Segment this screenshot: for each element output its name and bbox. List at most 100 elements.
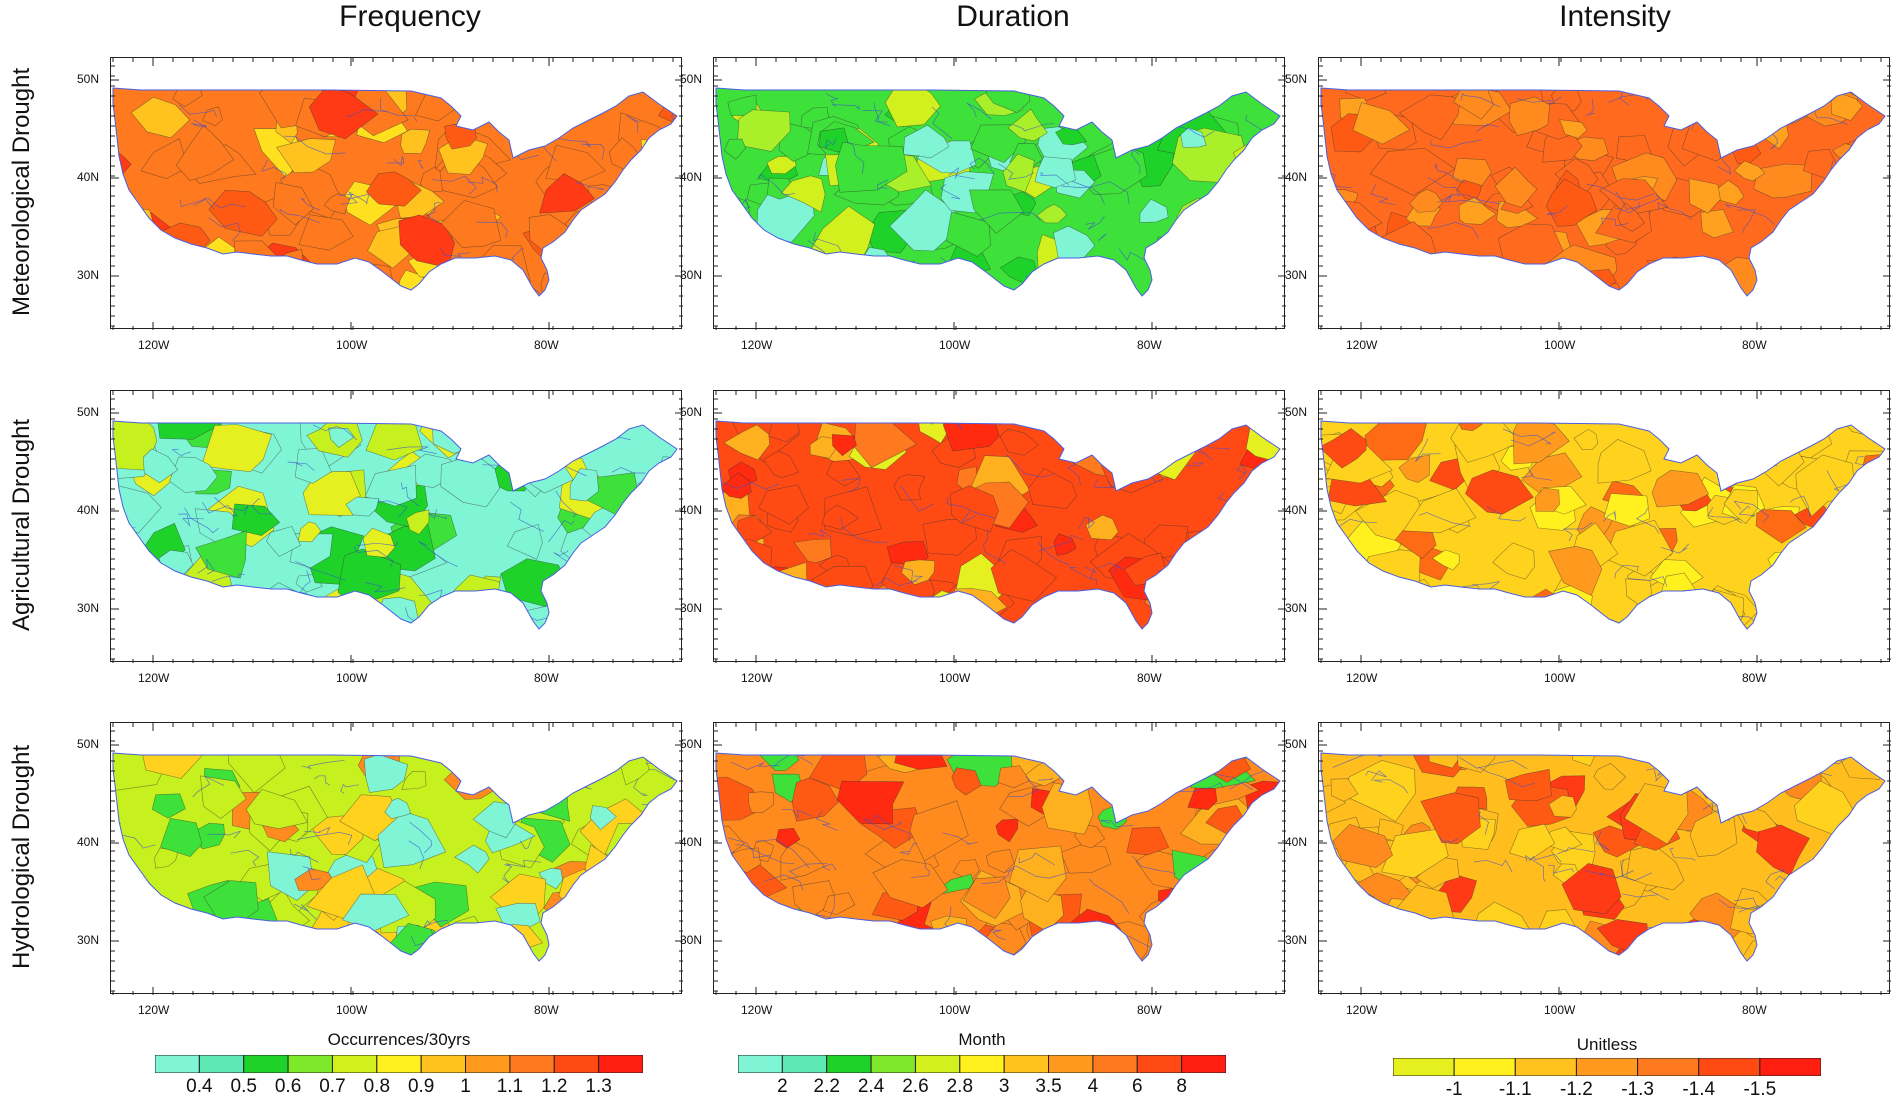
river-line <box>1790 495 1811 518</box>
river-line <box>644 825 677 833</box>
river-line <box>1690 261 1709 270</box>
river-line <box>727 955 756 961</box>
river-line <box>1321 881 1356 909</box>
basin-region <box>903 124 950 159</box>
basin-region <box>1330 778 1359 802</box>
basin-region <box>308 88 379 140</box>
basin-region <box>1773 578 1800 599</box>
basin-region <box>716 551 746 590</box>
river-line <box>634 872 677 884</box>
river-line <box>192 775 225 798</box>
basin-region <box>762 450 800 479</box>
basin-region <box>1350 910 1421 961</box>
basin-region <box>231 503 281 536</box>
colorbar-tick-label: 2 <box>777 1076 788 1097</box>
river-line <box>1244 516 1264 532</box>
lat-tick-label: 50N <box>1285 737 1308 751</box>
basin-region <box>1492 542 1535 580</box>
river-line <box>639 622 677 629</box>
basin-region <box>613 853 677 905</box>
lat-tick-label: 40N <box>77 503 100 517</box>
river-line <box>1806 949 1827 961</box>
river-line <box>580 143 605 160</box>
colorbar-swatch <box>1637 1058 1700 1076</box>
river-line <box>1355 902 1378 914</box>
basin-region <box>1171 590 1207 615</box>
basin-region <box>1245 183 1280 218</box>
basin-region <box>1720 88 1776 115</box>
basin-region <box>1250 181 1280 216</box>
river-line <box>230 849 260 867</box>
colorbar-swatch <box>509 1055 555 1073</box>
river-line <box>1100 820 1134 827</box>
basin-region <box>1840 281 1885 296</box>
colorbar-tick-label: 0.4 <box>186 1076 213 1097</box>
basin-region <box>428 607 456 629</box>
basin-region <box>1085 921 1151 961</box>
river-line <box>382 289 401 296</box>
river-line <box>1793 560 1805 568</box>
map-panel-2-1: 50N 40N 30N 120W 100W 80W <box>680 722 1286 1017</box>
colorbar-tick-label: -1.5 <box>1743 1079 1777 1100</box>
lat-tick-label: 30N <box>77 601 100 615</box>
basin-region <box>1200 906 1258 961</box>
colorbar-1 <box>738 1055 1226 1073</box>
basin-region <box>440 453 500 508</box>
basin-region <box>113 555 152 585</box>
basin-region <box>783 269 863 296</box>
river-line <box>611 467 646 474</box>
colorbar-labels-1: 2 2.2 2.4 2.6 2.8 3 3.5 4 6 8 <box>738 1076 1226 1100</box>
river-line <box>807 529 834 539</box>
drought-map <box>111 391 683 663</box>
river-line <box>256 925 287 936</box>
basin-region <box>530 433 568 463</box>
river-line <box>1438 835 1458 844</box>
basin-region <box>538 868 564 890</box>
basin-region <box>1667 589 1709 619</box>
river-line <box>1365 770 1387 782</box>
basin-region <box>1256 222 1280 263</box>
river-line <box>755 839 810 869</box>
basin-region <box>1640 925 1685 961</box>
basin-region <box>1743 88 1777 112</box>
river-line <box>899 843 918 855</box>
basin-region <box>129 610 159 629</box>
river-line <box>1202 622 1233 629</box>
drought-map <box>1319 723 1891 995</box>
river-line <box>1769 131 1778 150</box>
basin-region <box>311 273 354 296</box>
river-line <box>207 931 216 943</box>
river-line <box>1715 447 1732 460</box>
basin-region <box>556 753 584 768</box>
river-line <box>593 943 652 953</box>
river-line <box>719 588 741 610</box>
river-line <box>299 570 311 594</box>
river-line <box>841 478 861 493</box>
river-line <box>831 104 861 111</box>
basin-region <box>1830 93 1863 121</box>
basin-region <box>121 914 165 961</box>
river-line <box>846 141 865 175</box>
basin-region <box>132 922 176 949</box>
lat-tick-label: 50N <box>680 737 703 751</box>
lon-tick-label: 80W <box>1137 338 1162 352</box>
river-line <box>656 253 677 263</box>
river-line <box>301 197 320 211</box>
river-line <box>745 935 763 961</box>
river-line <box>1539 621 1570 629</box>
basin-region <box>1002 153 1035 193</box>
lat-tick-label: 50N <box>77 405 100 419</box>
basin-region <box>604 859 647 898</box>
basin-region <box>210 926 254 961</box>
river-line <box>428 509 447 520</box>
colorbar-2 <box>1393 1058 1821 1076</box>
lat-tick-label: 40N <box>1285 835 1308 849</box>
river-line <box>379 97 418 122</box>
river-line <box>1250 579 1280 596</box>
basin-region <box>723 138 747 160</box>
river-line <box>1548 864 1574 874</box>
basin-region <box>1256 553 1280 582</box>
river-line <box>501 864 513 884</box>
basin-region <box>1035 604 1080 629</box>
basin-region <box>718 556 769 595</box>
